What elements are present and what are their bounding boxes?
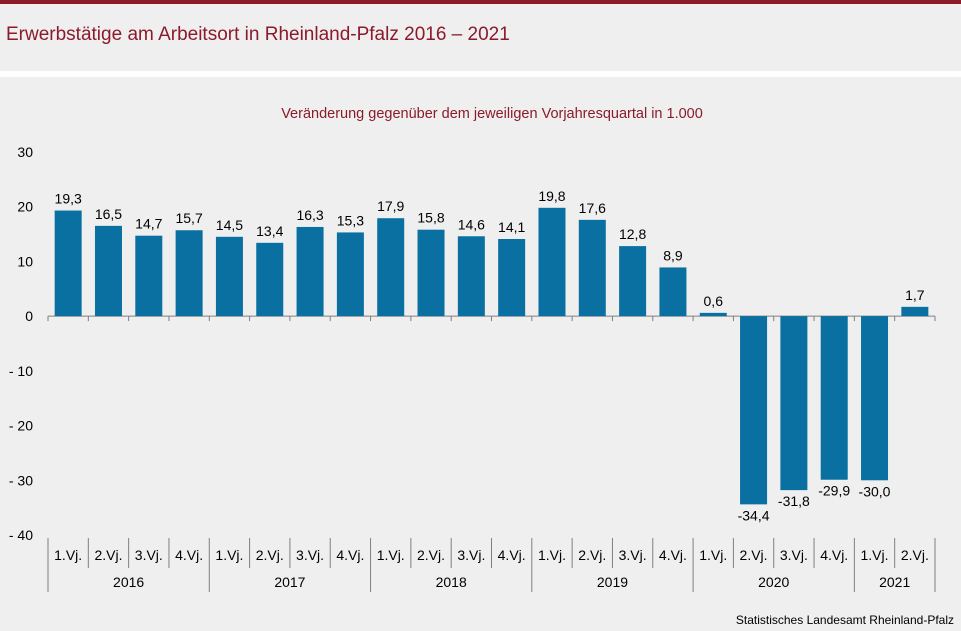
bar bbox=[175, 230, 203, 317]
x-category-label: 4.Vj. bbox=[336, 547, 364, 563]
bar bbox=[336, 232, 364, 317]
y-tick-label: 30 bbox=[17, 144, 33, 160]
x-category-label: 2.Vj. bbox=[578, 547, 606, 563]
data-label: 12,8 bbox=[619, 226, 646, 242]
x-category-label: 4.Vj. bbox=[175, 547, 203, 563]
data-label: 14,5 bbox=[216, 217, 243, 233]
data-label: 15,3 bbox=[337, 212, 364, 228]
data-label: 16,5 bbox=[95, 206, 122, 222]
x-group-label: 2018 bbox=[436, 574, 467, 590]
bar bbox=[820, 316, 848, 480]
bar bbox=[457, 236, 485, 317]
data-label: -30,0 bbox=[859, 483, 891, 499]
x-group-label: 2017 bbox=[274, 574, 305, 590]
x-category-label: 3.Vj. bbox=[619, 547, 647, 563]
x-category-label: 4.Vj. bbox=[820, 547, 848, 563]
x-category-label: 1.Vj. bbox=[699, 547, 727, 563]
x-group-label: 2016 bbox=[113, 574, 144, 590]
y-tick-label: 0 bbox=[25, 308, 33, 324]
x-category-label: 1.Vj. bbox=[215, 547, 243, 563]
bar bbox=[861, 316, 889, 481]
bar bbox=[780, 316, 808, 491]
page-title: Erwerbstätige am Arbeitsort in Rheinland… bbox=[6, 24, 510, 45]
x-group-label: 2021 bbox=[879, 574, 910, 590]
data-label: -34,4 bbox=[738, 507, 770, 523]
data-label: 8,9 bbox=[663, 247, 683, 263]
y-tick-label: 20 bbox=[17, 199, 33, 215]
bar bbox=[538, 207, 566, 317]
top-accent-bar bbox=[0, 0, 961, 4]
x-category-label: 2.Vj. bbox=[94, 547, 122, 563]
data-label: 19,8 bbox=[538, 188, 565, 204]
bar bbox=[135, 235, 163, 317]
bar bbox=[54, 210, 82, 317]
bar bbox=[659, 267, 687, 317]
y-tick-label: - 40 bbox=[9, 527, 33, 543]
bar bbox=[417, 229, 445, 317]
x-category-label: 2.Vj. bbox=[740, 547, 768, 563]
y-tick-label: - 10 bbox=[9, 363, 33, 379]
chart-subtitle: Veränderung gegenüber dem jeweiligen Vor… bbox=[281, 106, 703, 122]
data-label: -29,9 bbox=[818, 483, 850, 499]
x-category-label: 3.Vj. bbox=[135, 547, 163, 563]
x-category-label: 3.Vj. bbox=[296, 547, 324, 563]
x-category-label: 1.Vj. bbox=[377, 547, 405, 563]
bar bbox=[296, 226, 324, 317]
bar bbox=[740, 316, 768, 505]
bar bbox=[901, 306, 929, 317]
bar bbox=[377, 218, 405, 317]
y-tick-label: - 30 bbox=[9, 472, 33, 488]
bar bbox=[256, 242, 284, 317]
y-tick-label: 10 bbox=[17, 253, 33, 269]
bar bbox=[94, 225, 122, 317]
x-group-label: 2019 bbox=[597, 574, 628, 590]
data-label: 0,6 bbox=[704, 293, 724, 309]
data-label: 14,7 bbox=[135, 216, 162, 232]
bar bbox=[619, 246, 647, 317]
x-category-label: 4.Vj. bbox=[498, 547, 526, 563]
source-note: Statistisches Landesamt Rheinland-Pfalz bbox=[736, 613, 954, 627]
bar bbox=[498, 238, 526, 317]
data-label: 15,8 bbox=[417, 210, 444, 226]
data-label: -31,8 bbox=[778, 493, 810, 509]
x-category-label: 2.Vj. bbox=[417, 547, 445, 563]
data-label: 14,6 bbox=[458, 216, 485, 232]
data-label: 14,1 bbox=[498, 219, 525, 235]
data-label: 16,3 bbox=[296, 207, 323, 223]
bar bbox=[578, 219, 606, 317]
y-tick-label: - 20 bbox=[9, 418, 33, 434]
x-group-label: 2020 bbox=[758, 574, 789, 590]
x-category-label: 1.Vj. bbox=[538, 547, 566, 563]
x-category-label: 1.Vj. bbox=[54, 547, 82, 563]
x-category-label: 2.Vj. bbox=[901, 547, 929, 563]
x-category-label: 3.Vj. bbox=[457, 547, 485, 563]
data-label: 19,3 bbox=[55, 191, 82, 207]
data-label: 1,7 bbox=[905, 287, 925, 303]
x-category-label: 2.Vj. bbox=[256, 547, 284, 563]
x-category-label: 4.Vj. bbox=[659, 547, 687, 563]
x-category-label: 3.Vj. bbox=[780, 547, 808, 563]
bar bbox=[215, 236, 243, 317]
bar bbox=[699, 312, 727, 317]
data-label: 13,4 bbox=[256, 223, 283, 239]
data-label: 15,7 bbox=[175, 210, 202, 226]
x-category-label: 1.Vj. bbox=[861, 547, 889, 563]
data-label: 17,9 bbox=[377, 198, 404, 214]
header: Erwerbstätige am Arbeitsort in Rheinland… bbox=[0, 4, 961, 71]
data-label: 17,6 bbox=[579, 200, 606, 216]
